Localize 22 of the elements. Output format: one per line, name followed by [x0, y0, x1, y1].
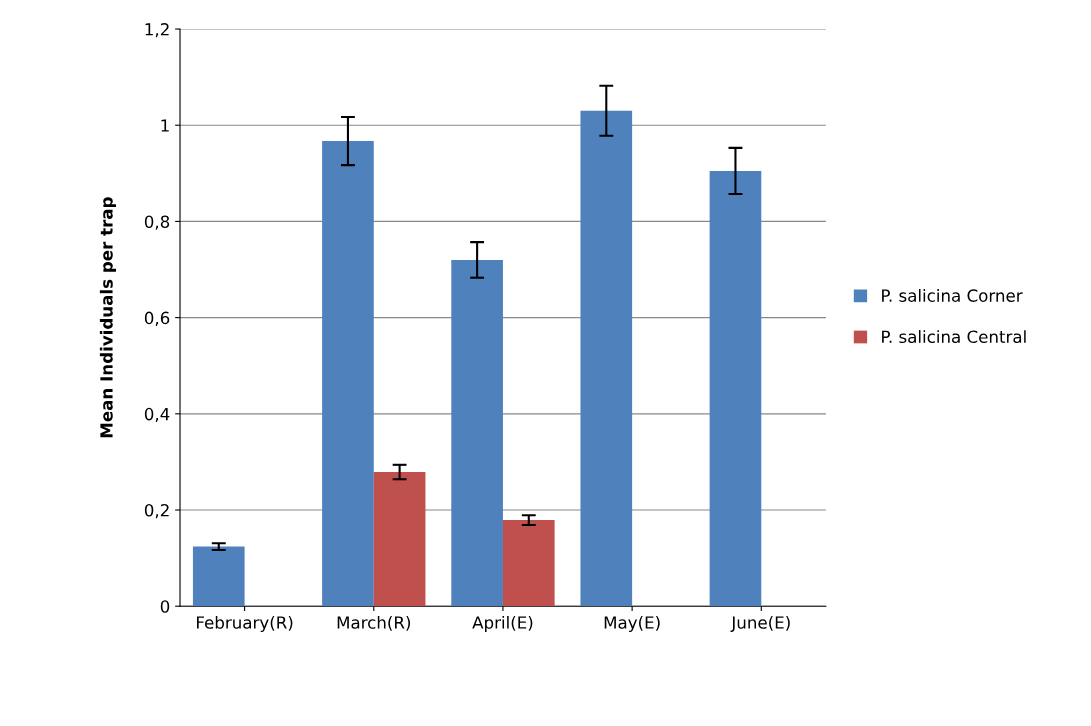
x-tick-label: June(E): [730, 615, 790, 632]
x-tick-label: March(R): [337, 615, 411, 631]
bar: [451, 259, 503, 607]
x-tick-label: February(R): [197, 615, 293, 633]
bar: [192, 546, 245, 607]
bar: [709, 170, 762, 607]
bar: [502, 520, 555, 607]
y-tick-label: 0,8: [144, 215, 170, 230]
y-tick-label: 0,6: [144, 311, 170, 326]
legend-label: P. salicina Corner: [882, 288, 1023, 302]
bar: [373, 472, 426, 607]
legend-label: P. salicina Central: [882, 330, 1026, 344]
y-tick-label: 0,2: [144, 503, 169, 519]
x-tick-label: May(E): [604, 615, 660, 633]
y-tick-label: 1: [161, 119, 169, 132]
bar: [322, 141, 374, 607]
bar: [580, 110, 633, 607]
x-tick-label: April(E): [472, 615, 533, 633]
y-tick-label: 1,2: [145, 23, 169, 38]
y-axis-title: Mean Individuals per trap: [99, 197, 117, 438]
y-tick-label: 0,4: [144, 407, 170, 423]
y-tick-label: 0: [160, 600, 170, 613]
